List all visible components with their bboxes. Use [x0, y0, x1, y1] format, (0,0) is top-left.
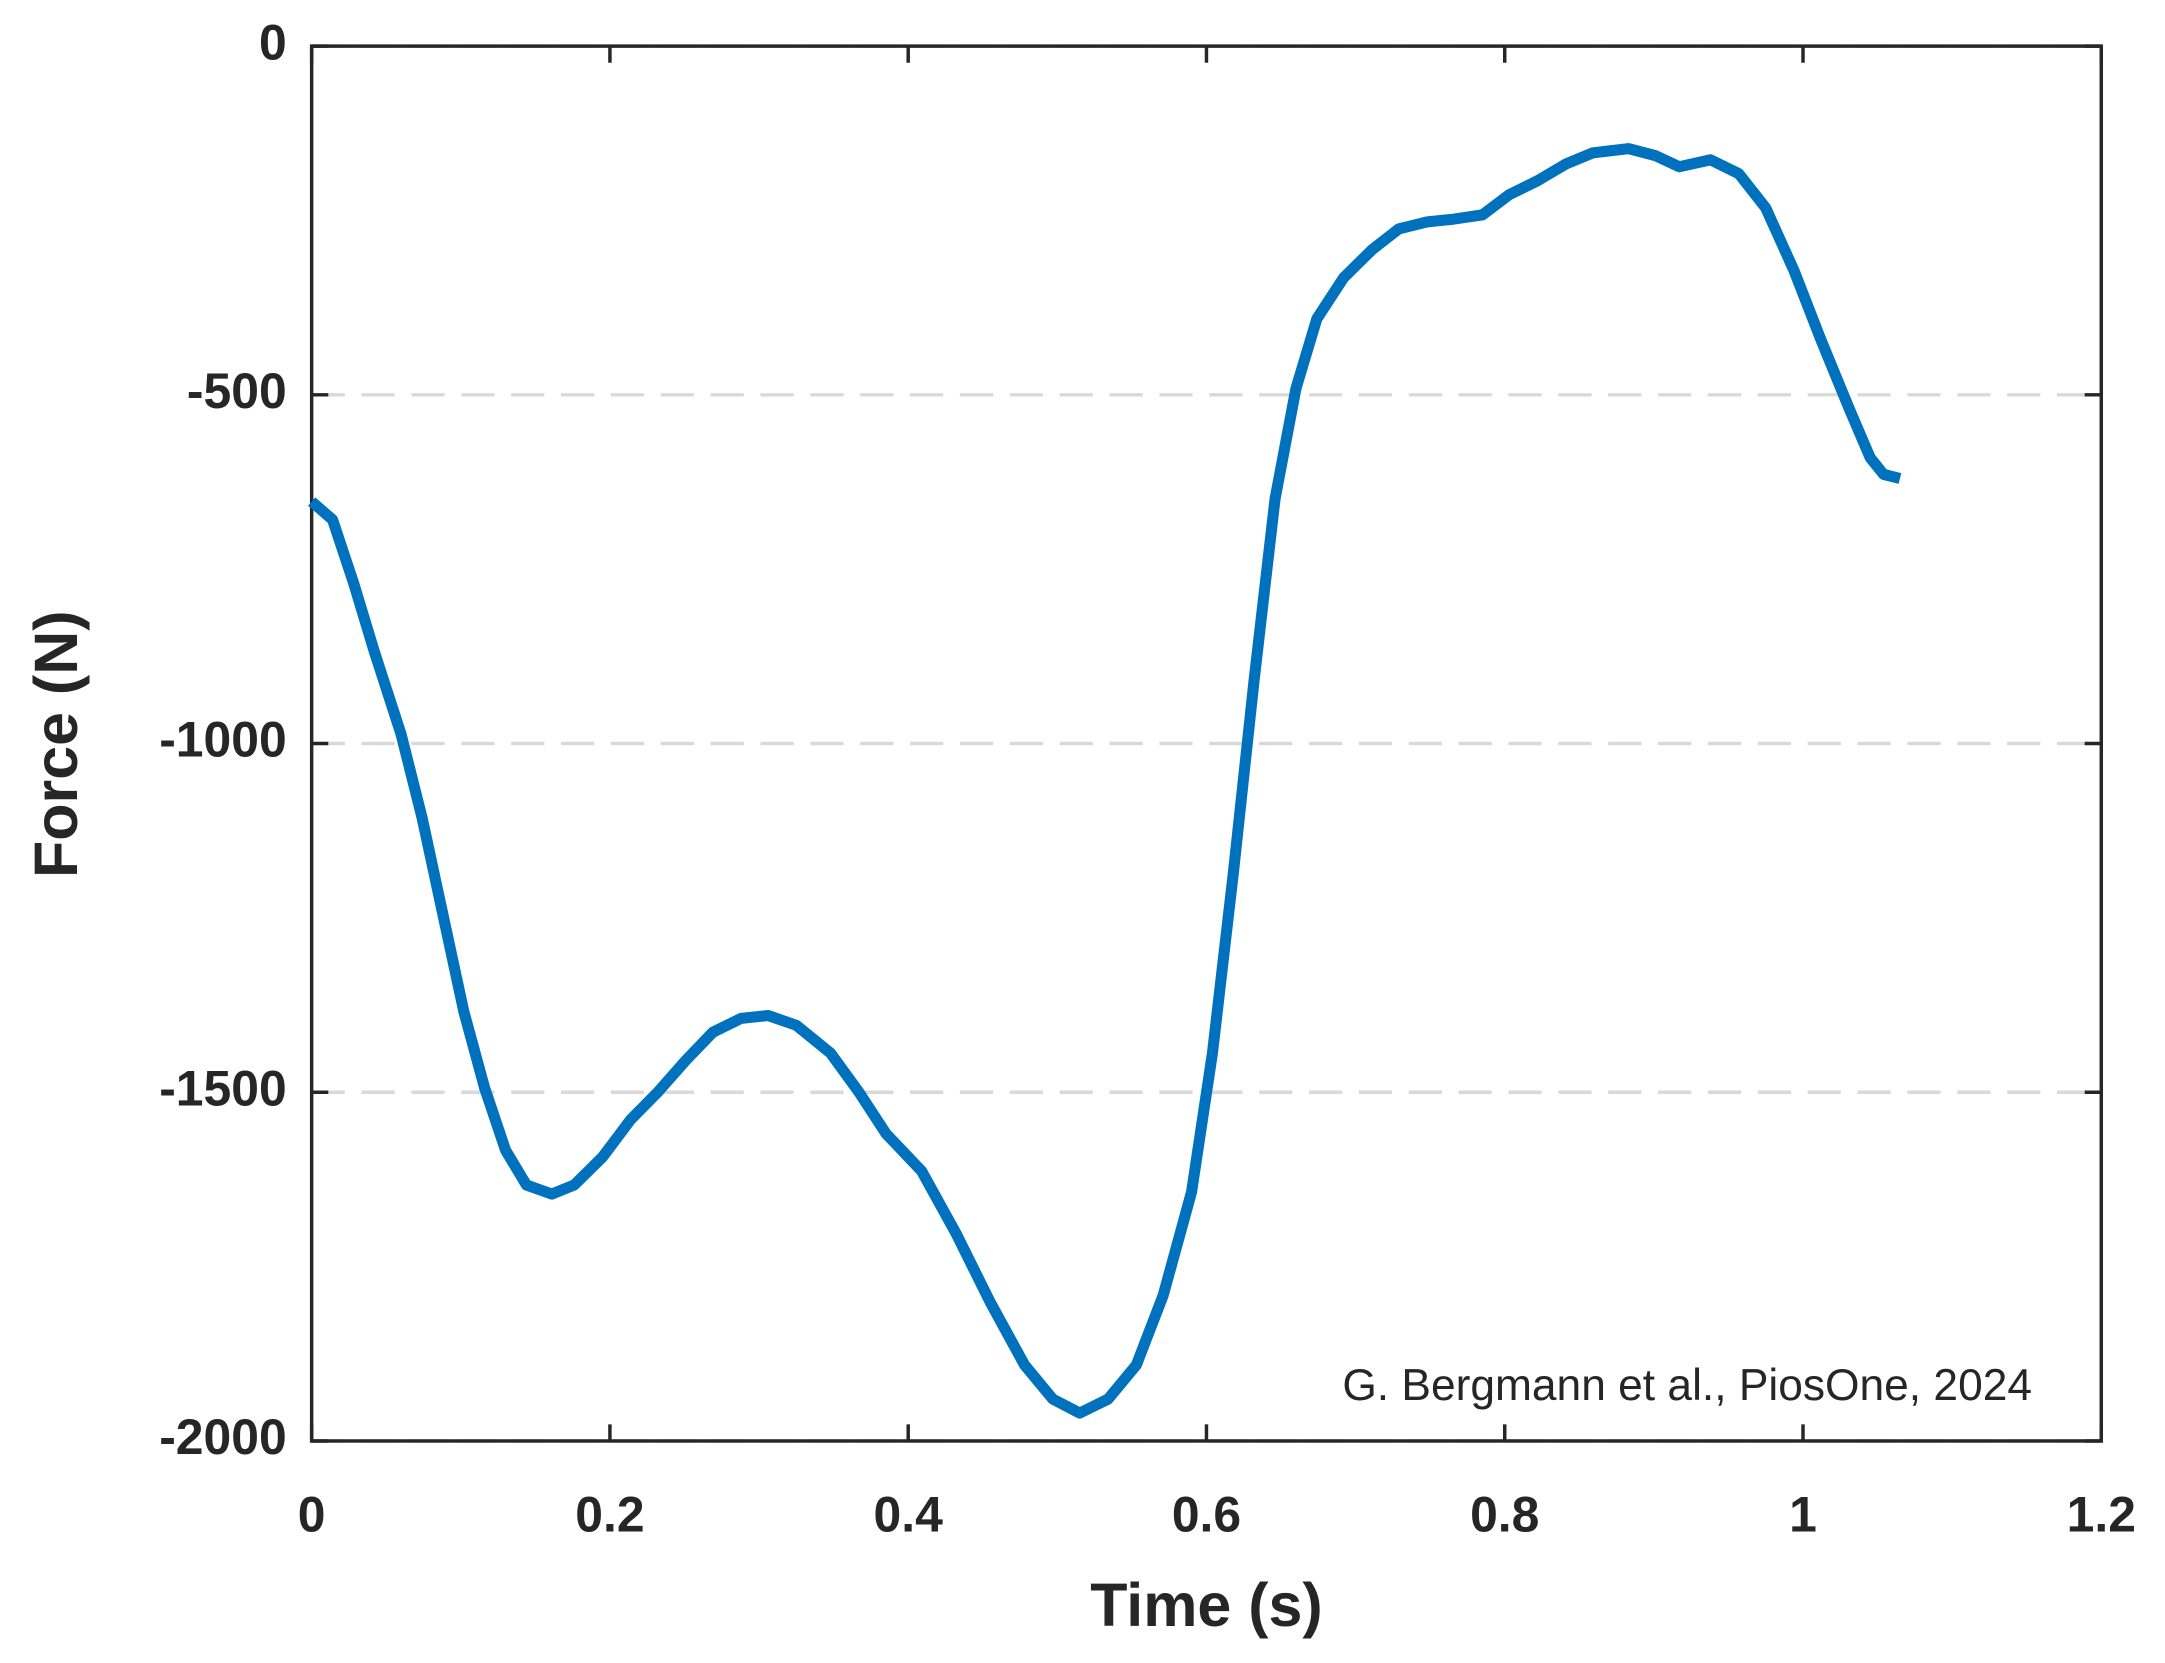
- y-tick-label: -1000: [159, 712, 287, 768]
- x-tick-label: 0.4: [874, 1487, 944, 1543]
- x-tick-label: 0.2: [575, 1487, 644, 1543]
- data-line: [308, 143, 1902, 1419]
- x-tick-label: 1.2: [2067, 1487, 2136, 1543]
- annotation: G. Bergmann et al., PiosOne, 2024: [1342, 1361, 2032, 1410]
- y-tick-label: -1500: [159, 1060, 287, 1116]
- x-tick-label: 0.8: [1470, 1487, 1539, 1543]
- x-tick-label: 0.6: [1172, 1487, 1241, 1543]
- y-tick-label: -2000: [159, 1409, 287, 1465]
- x-tick-label: 0: [298, 1487, 326, 1543]
- x-tick-label: 1: [1789, 1487, 1817, 1543]
- y-tick-label: -500: [187, 363, 287, 419]
- x-axis-label: Time (s): [1090, 1571, 1323, 1639]
- plot-frame: [309, 44, 2104, 1443]
- y-tick-label: 0: [259, 14, 287, 70]
- y-axis-label: Force (N): [22, 611, 90, 878]
